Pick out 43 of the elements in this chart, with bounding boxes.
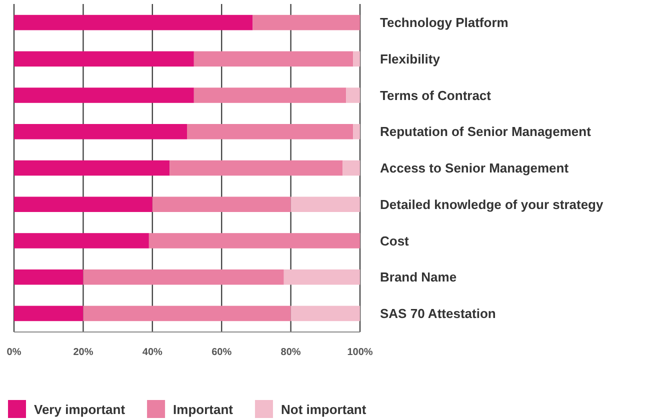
y-tick-label: Brand Name (380, 270, 457, 285)
y-tick-label: Flexibility (380, 51, 441, 66)
bar (194, 88, 346, 103)
legend-label: Not important (280, 402, 367, 417)
y-tick-label: Reputation of Senior Management (380, 124, 592, 140)
y-tick-label: Access to Senior Management (380, 160, 570, 176)
bar (152, 196, 291, 212)
bar (14, 124, 187, 140)
x-tick-label: 80% (280, 347, 301, 358)
y-tick-label: Technology Platform (380, 15, 508, 30)
y-tick-label: Detailed knowledge of your strategy (380, 196, 604, 212)
bar (14, 88, 194, 103)
bar (14, 196, 152, 212)
x-tick-label: 20% (73, 347, 94, 358)
bar (252, 14, 360, 30)
bar (342, 160, 360, 176)
bar (353, 124, 360, 140)
bar (284, 269, 360, 285)
bar (194, 51, 354, 67)
x-tick-label: 100% (347, 347, 373, 358)
x-tick-label: 40% (142, 347, 163, 358)
bar (83, 269, 284, 285)
bar (14, 306, 84, 322)
legend-label: Very important (34, 402, 126, 417)
bar (346, 88, 360, 103)
bar (83, 306, 291, 322)
y-tick-label: Cost (380, 233, 410, 248)
y-tick-label: SAS 70 Attestation (380, 306, 496, 322)
bar (290, 196, 360, 212)
x-tick-label: 0% (6, 347, 22, 358)
bar (14, 233, 149, 248)
y-tick-label: Terms of Contract (380, 88, 492, 103)
bar (148, 233, 360, 248)
bar (290, 306, 360, 322)
bar (353, 51, 360, 67)
bar (14, 14, 253, 30)
bar (14, 51, 194, 67)
bar (170, 160, 343, 176)
bar (14, 160, 170, 176)
x-tick-label: 60% (212, 347, 232, 358)
bar (187, 124, 354, 140)
bar (14, 269, 84, 285)
legend-label: Important (173, 402, 234, 417)
